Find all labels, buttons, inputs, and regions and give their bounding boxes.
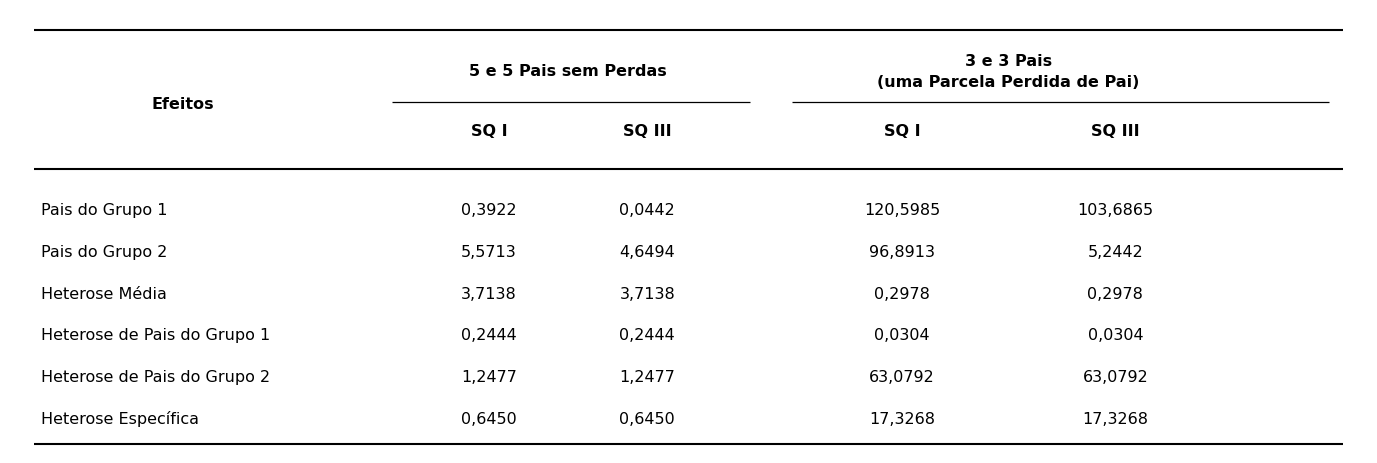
Text: 5,5713: 5,5713	[461, 245, 516, 260]
Text: 0,3922: 0,3922	[461, 203, 516, 218]
Text: 103,6865: 103,6865	[1077, 203, 1154, 218]
Text: SQ III: SQ III	[622, 125, 672, 139]
Text: 3 e 3 Pais
(uma Parcela Perdida de Pai): 3 e 3 Pais (uma Parcela Perdida de Pai)	[877, 54, 1140, 90]
Text: Heterose Específica: Heterose Específica	[41, 411, 200, 427]
Text: Pais do Grupo 1: Pais do Grupo 1	[41, 203, 168, 218]
Text: 4,6494: 4,6494	[620, 245, 675, 260]
Text: SQ I: SQ I	[884, 125, 920, 139]
Text: 63,0792: 63,0792	[1082, 370, 1148, 385]
Text: 1,2477: 1,2477	[620, 370, 675, 385]
Text: 0,2444: 0,2444	[620, 328, 675, 343]
Text: 17,3268: 17,3268	[869, 412, 935, 426]
Text: 0,0304: 0,0304	[1088, 328, 1143, 343]
Text: SQ I: SQ I	[471, 125, 507, 139]
Text: 1,2477: 1,2477	[461, 370, 516, 385]
Text: 0,6450: 0,6450	[461, 412, 516, 426]
Text: 96,8913: 96,8913	[869, 245, 935, 260]
Text: 0,2978: 0,2978	[1088, 287, 1143, 301]
Text: Heterose Média: Heterose Média	[41, 287, 167, 301]
Text: 17,3268: 17,3268	[1082, 412, 1148, 426]
Text: 5,2442: 5,2442	[1088, 245, 1143, 260]
Text: Heterose de Pais do Grupo 1: Heterose de Pais do Grupo 1	[41, 328, 270, 343]
Text: 3,7138: 3,7138	[461, 287, 516, 301]
Text: SQ III: SQ III	[1091, 125, 1140, 139]
Text: 0,2444: 0,2444	[461, 328, 516, 343]
Text: 3,7138: 3,7138	[620, 287, 675, 301]
Text: Efeitos: Efeitos	[151, 97, 213, 112]
Text: Heterose de Pais do Grupo 2: Heterose de Pais do Grupo 2	[41, 370, 270, 385]
Text: 5 e 5 Pais sem Perdas: 5 e 5 Pais sem Perdas	[470, 64, 666, 79]
Text: Pais do Grupo 2: Pais do Grupo 2	[41, 245, 168, 260]
Text: 0,0442: 0,0442	[620, 203, 675, 218]
Text: 0,2978: 0,2978	[874, 287, 929, 301]
Text: 120,5985: 120,5985	[863, 203, 940, 218]
Text: 63,0792: 63,0792	[869, 370, 935, 385]
Text: 0,6450: 0,6450	[620, 412, 675, 426]
Text: 0,0304: 0,0304	[874, 328, 929, 343]
